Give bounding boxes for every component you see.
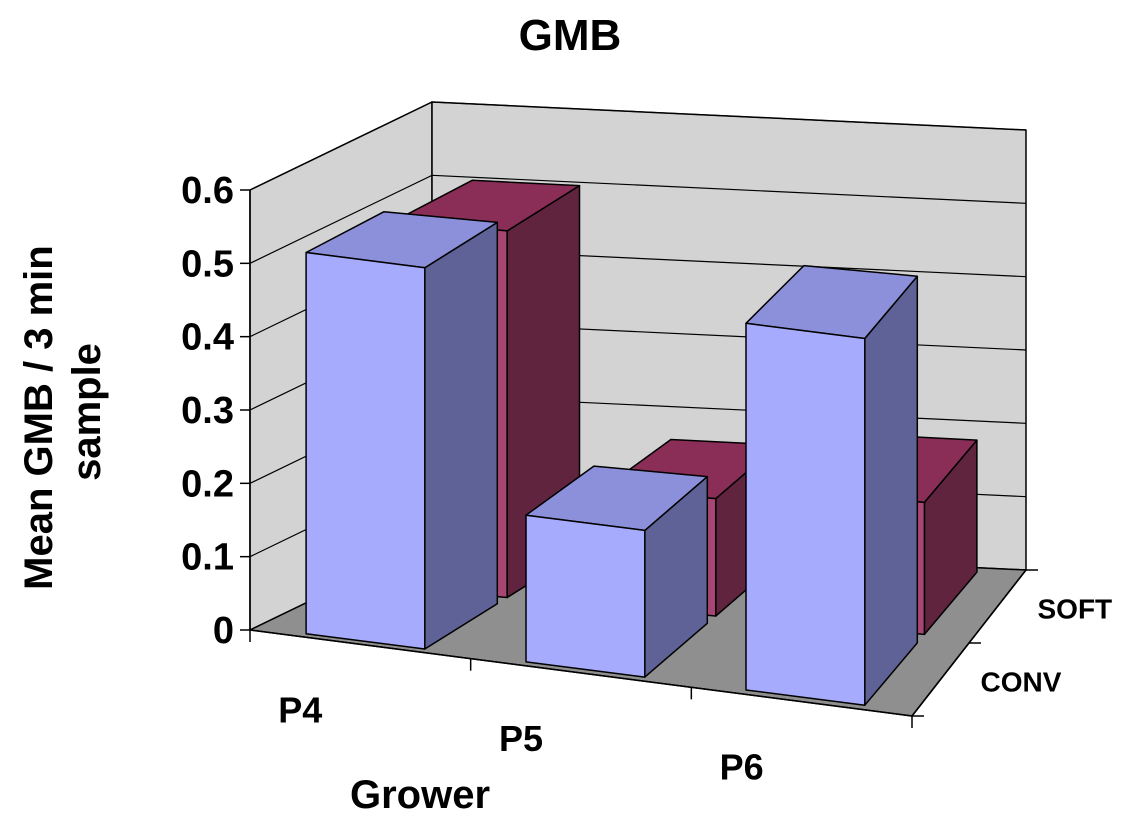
bar-side-face xyxy=(424,221,499,650)
tick-labels: 0 0.1 0.2 0.3 0.4 0.5 0.6 P4 P5 P6 CONV SOFT xyxy=(181,170,1112,788)
x-axis-line xyxy=(249,629,913,717)
bars xyxy=(305,179,978,706)
y-tick-label: 0.4 xyxy=(181,317,234,359)
bar-front-face xyxy=(745,322,866,706)
gridline xyxy=(249,101,1027,191)
y-axis-label-line-1: Mean GMB / 3 min xyxy=(17,245,61,590)
gridline xyxy=(249,174,1027,264)
x-tick-label: P6 xyxy=(720,747,764,788)
bar-front-face xyxy=(305,251,426,650)
y-tick-label: 0 xyxy=(213,610,234,652)
bar-conv-p4 xyxy=(305,211,499,650)
y-tick-label: 0.2 xyxy=(181,463,234,505)
bar-conv-p5 xyxy=(525,465,709,678)
y-axis-label-line-2: sample xyxy=(65,343,109,481)
y-tick-label: 0.5 xyxy=(181,243,234,285)
x-tick-label: P4 xyxy=(278,689,322,730)
y-tick-label: 0.6 xyxy=(181,170,234,212)
x-tick-label: P5 xyxy=(499,718,543,759)
y-axis-label: Mean GMB / 3 min sample xyxy=(17,234,109,590)
bar-side-face xyxy=(864,275,919,706)
chart-title: GMB xyxy=(519,11,622,60)
x-axis-label: Grower xyxy=(350,773,490,815)
axes xyxy=(240,189,1038,728)
bar-conv-p6 xyxy=(745,264,919,706)
y-tick-label: 0.1 xyxy=(181,537,234,579)
series-label: SOFT xyxy=(1038,594,1113,625)
series-label: CONV xyxy=(981,667,1062,698)
y-tick-label: 0.3 xyxy=(181,390,234,432)
bar-front-face xyxy=(525,514,646,678)
